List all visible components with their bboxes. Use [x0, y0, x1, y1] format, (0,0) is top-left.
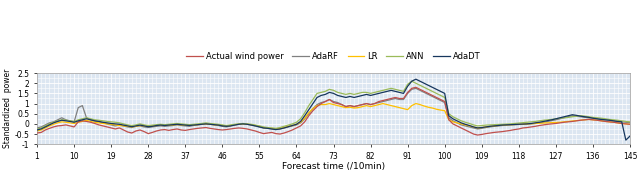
AdaRF: [490, 125, 498, 127]
ANN: [589, 116, 596, 118]
ANN: [626, 121, 634, 123]
AdaRF: [507, 124, 515, 126]
LR: [379, 102, 387, 105]
AdaDT: [412, 78, 420, 80]
AdaDT: [486, 125, 494, 127]
AdaRF: [37, 126, 45, 128]
LR: [626, 123, 634, 125]
AdaDT: [502, 124, 510, 126]
Line: AdaDT: AdaDT: [37, 79, 630, 140]
Actual wind power: [474, 134, 481, 136]
Line: ANN: ANN: [37, 81, 630, 129]
AdaRF: [412, 87, 420, 89]
AdaRF: [593, 118, 601, 120]
ANN: [375, 90, 383, 92]
Actual wind power: [507, 129, 515, 131]
ANN: [62, 119, 70, 121]
Actual wind power: [375, 100, 383, 102]
Actual wind power: [62, 124, 70, 126]
ANN: [37, 127, 45, 129]
Y-axis label: Standardized  power: Standardized power: [3, 69, 12, 148]
AdaRF: [33, 127, 41, 129]
Line: AdaRF: AdaRF: [37, 88, 630, 130]
AdaDT: [62, 120, 70, 122]
AdaRF: [379, 100, 387, 102]
LR: [486, 125, 494, 127]
ANN: [33, 128, 41, 130]
AdaRF: [626, 122, 634, 124]
ANN: [486, 124, 494, 126]
Actual wind power: [593, 119, 601, 121]
LR: [37, 129, 45, 131]
LR: [326, 102, 333, 105]
AdaRF: [62, 119, 70, 121]
Legend: Actual wind power, AdaRF, LR, ANN, AdaDT: Actual wind power, AdaRF, LR, ANN, AdaDT: [183, 49, 484, 65]
Line: Actual wind power: Actual wind power: [37, 87, 630, 135]
LR: [502, 124, 510, 126]
X-axis label: Forecast time (/10min): Forecast time (/10min): [282, 162, 385, 171]
Actual wind power: [490, 131, 498, 133]
AdaDT: [375, 92, 383, 94]
AdaDT: [622, 139, 630, 141]
AdaDT: [626, 135, 634, 137]
Actual wind power: [412, 86, 420, 88]
Actual wind power: [626, 123, 634, 125]
Actual wind power: [33, 132, 41, 134]
LR: [33, 130, 41, 132]
AdaDT: [33, 129, 41, 131]
Actual wind power: [37, 131, 45, 133]
LR: [589, 119, 596, 121]
AdaDT: [589, 117, 596, 119]
Line: LR: LR: [37, 104, 630, 131]
ANN: [502, 123, 510, 125]
AdaRF: [272, 129, 280, 131]
LR: [62, 121, 70, 123]
ANN: [408, 80, 415, 82]
AdaDT: [37, 128, 45, 130]
